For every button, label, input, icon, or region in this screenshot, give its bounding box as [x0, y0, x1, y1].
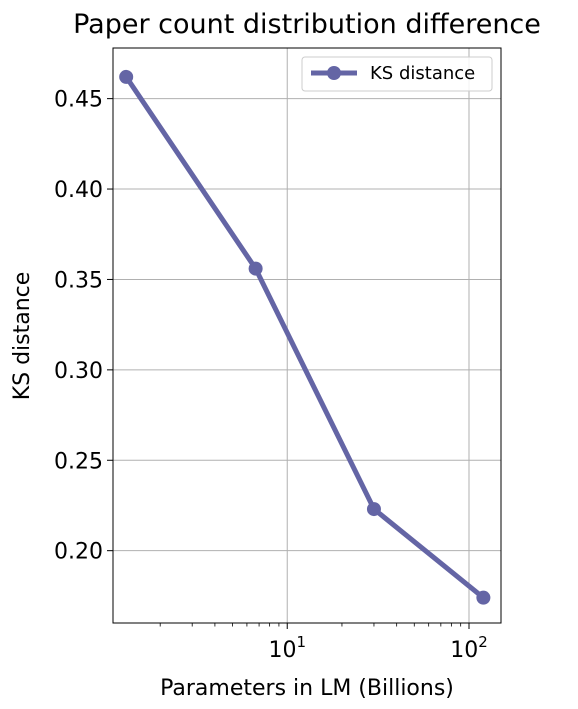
y-tick-label: 0.40	[54, 178, 103, 203]
y-tick-label: 0.35	[54, 268, 103, 293]
data-point	[476, 590, 491, 605]
data-point	[119, 69, 134, 84]
ticks: 0.20 0.25 0.30 0.35 0.40 0.45 101 102	[54, 88, 488, 663]
legend-label: KS distance	[370, 63, 475, 84]
data-point	[366, 502, 381, 517]
x-axis-label: Parameters in LM (Billions)	[160, 676, 454, 701]
grid	[113, 48, 501, 623]
x-tick-label: 102	[450, 633, 488, 663]
y-axis-label: KS distance	[10, 272, 35, 401]
plot-frame	[112, 47, 502, 624]
series-layer	[119, 69, 491, 605]
y-tick-label: 0.45	[54, 88, 103, 113]
legend-box	[301, 56, 493, 92]
chart-title: Paper count distribution difference	[73, 9, 541, 40]
series-line	[123, 74, 486, 601]
legend-marker	[327, 66, 341, 80]
y-tick-label: 0.25	[54, 449, 103, 474]
y-tick-label: 0.20	[54, 540, 103, 565]
legend: KS distance	[301, 56, 493, 92]
x-tick-label: 101	[268, 633, 306, 663]
y-tick-label: 0.30	[54, 359, 103, 384]
data-point	[248, 261, 263, 276]
